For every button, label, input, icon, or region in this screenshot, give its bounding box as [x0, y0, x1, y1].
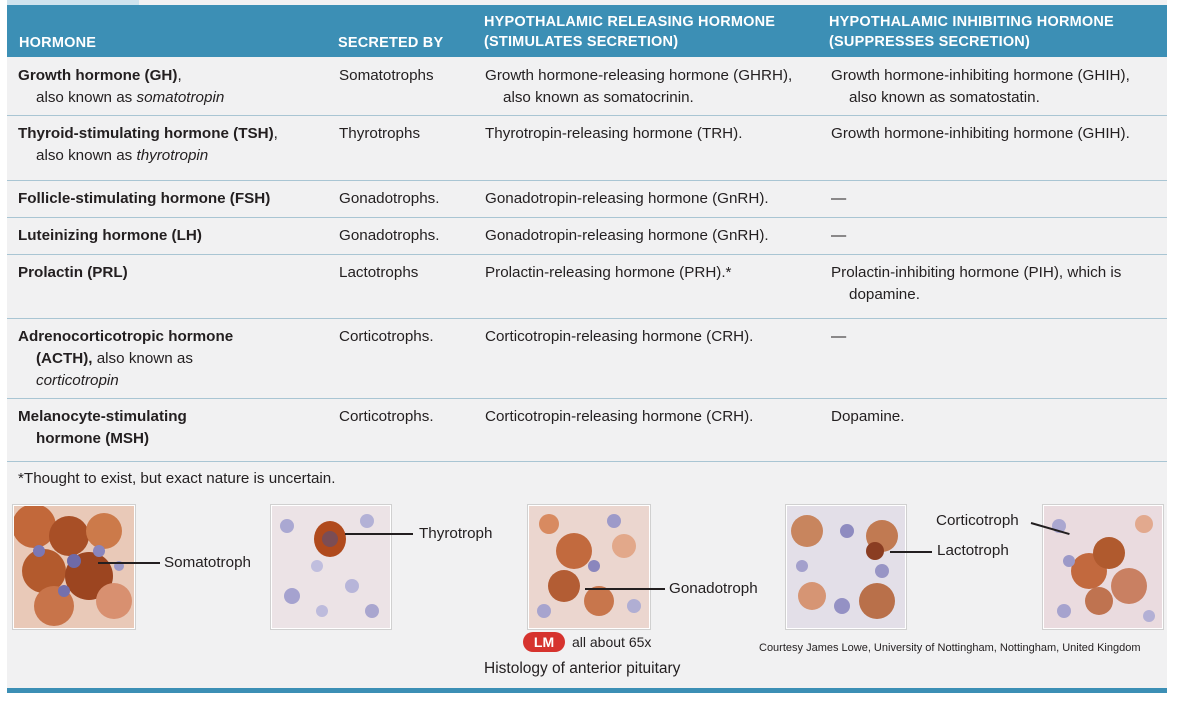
inhibiting-cell: — [831, 328, 847, 345]
table-row: Thyroid-stimulating hormone (TSH), also … [7, 115, 1167, 181]
leader-lactotroph [890, 551, 932, 553]
secreted-by-cell: Lactotrophs [339, 264, 419, 281]
table-row: Melanocyte-stimulating hormone (MSH) Cor… [7, 398, 1167, 462]
inhibiting-cell: — [831, 190, 847, 207]
header-releasing: HYPOTHALAMIC RELEASING HORMONE (STIMULAT… [484, 12, 775, 52]
magnification-note: all about 65x [572, 634, 652, 650]
secreted-by-cell: Thyrotrophs [339, 125, 421, 142]
hormone-aka: also known as [36, 89, 137, 106]
hormone-aka: also known as [92, 350, 193, 367]
inhibiting-line2: dopamine. [849, 286, 920, 303]
tab-accent [7, 0, 139, 5]
releasing-line2: also known as somatocrinin. [503, 89, 694, 106]
hormone-name: Melanocyte-stimulating [18, 408, 187, 425]
hormone-cell: Adrenocorticotropic hormone (ACTH), also… [18, 326, 323, 392]
inhibiting-cell: — [831, 227, 847, 244]
hormone-abbrev: (ACTH), [36, 350, 93, 367]
lm-badge: LM [523, 632, 565, 652]
header-inhibiting-line1: HYPOTHALAMIC INHIBITING HORMONE [829, 14, 1114, 30]
hormone-alt-name: thyrotropin [136, 147, 209, 164]
releasing-line1: Growth hormone-releasing hormone (GHRH), [485, 67, 793, 84]
releasing-cell: Growth hormone-releasing hormone (GHRH),… [485, 65, 825, 109]
figure-caption: Histology of anterior pituitary [484, 660, 681, 677]
table-row: Follicle-stimulating hormone (FSH) Gonad… [7, 180, 1167, 218]
inhibiting-cell: Dopamine. [831, 408, 905, 425]
hormone-cell: Melanocyte-stimulating hormone (MSH) [18, 406, 323, 450]
secreted-by-cell: Gonadotrophs. [339, 227, 440, 244]
table-header: HORMONE SECRETED BY HYPOTHALAMIC RELEASI… [7, 5, 1167, 57]
hormone-name: Thyroid-stimulating hormone (TSH) [18, 125, 274, 142]
hormone-name: Growth hormone (GH) [18, 67, 178, 84]
secreted-by-cell: Somatotrophs [339, 67, 434, 84]
label-somatotroph: Somatotroph [164, 554, 251, 571]
header-secreted-by: SECRETED BY [338, 35, 444, 51]
releasing-cell: Thyrotropin-releasing hormone (TRH). [485, 125, 743, 142]
releasing-cell: Corticotropin-releasing hormone (CRH). [485, 328, 754, 345]
label-thyrotroph: Thyrotroph [419, 525, 493, 542]
micrograph-thyrotroph [271, 505, 391, 629]
header-hormone: HORMONE [19, 35, 97, 51]
micrograph-gonadotroph [528, 505, 650, 629]
header-inhibiting-line2: (SUPPRESSES SECRETION) [829, 34, 1030, 50]
micrograph-somatotroph [13, 505, 135, 629]
secreted-by-cell: Corticotrophs. [339, 328, 434, 345]
hormone-name: Luteinizing hormone (LH) [18, 227, 202, 244]
inhibiting-line1: Growth hormone-inhibiting hormone (GHIH)… [831, 67, 1130, 84]
micrograph-lactotroph [786, 505, 906, 629]
releasing-cell: Corticotropin-releasing hormone (CRH). [485, 408, 754, 425]
photo-credit: Courtesy James Lowe, University of Notti… [759, 642, 1141, 654]
hormone-cell: Thyroid-stimulating hormone (TSH), also … [18, 123, 323, 167]
header-inhibiting: HYPOTHALAMIC INHIBITING HORMONE (SUPPRES… [829, 12, 1114, 52]
inhibiting-cell: Growth hormone-inhibiting hormone (GHIH)… [831, 125, 1130, 142]
micrograph-corticotroph [1043, 505, 1163, 629]
footnote: *Thought to exist, but exact nature is u… [18, 470, 336, 487]
bottom-rule [7, 688, 1167, 693]
header-releasing-line2: (STIMULATES SECRETION) [484, 34, 679, 50]
hormone-cell: Growth hormone (GH), also known as somat… [18, 65, 323, 109]
label-lactotroph: Lactotroph [937, 542, 1009, 559]
leader-somatotroph [98, 562, 160, 564]
inhibiting-line2: also known as somatostatin. [849, 89, 1040, 106]
hormone-name: Prolactin (PRL) [18, 264, 128, 281]
table-row: Luteinizing hormone (LH) Gonadotrophs. G… [7, 217, 1167, 255]
table-row: Prolactin (PRL) Lactotrophs Prolactin-re… [7, 254, 1167, 319]
hormone-name: Follicle-stimulating hormone (FSH) [18, 190, 271, 207]
table-row: Growth hormone (GH), also known as somat… [7, 57, 1167, 116]
hormone-name-line2: hormone (MSH) [36, 430, 150, 447]
header-releasing-line1: HYPOTHALAMIC RELEASING HORMONE [484, 14, 776, 30]
inhibiting-cell: Growth hormone-inhibiting hormone (GHIH)… [831, 65, 1161, 109]
hormone-aka: also known as [36, 147, 137, 164]
hormone-alt-name: somatotropin [136, 89, 225, 106]
label-gonadotroph: Gonadotroph [669, 580, 758, 597]
label-corticotroph: Corticotroph [936, 512, 1019, 529]
secreted-by-cell: Corticotrophs. [339, 408, 434, 425]
hormone-punct: , [273, 125, 278, 142]
secreted-by-cell: Gonadotrophs. [339, 190, 440, 207]
releasing-cell: Prolactin-releasing hormone (PRH).* [485, 264, 732, 281]
leader-gonadotroph [585, 588, 665, 590]
inhibiting-line1: Prolactin-inhibiting hormone (PIH), whic… [831, 264, 1122, 281]
releasing-cell: Gonadotropin-releasing hormone (GnRH). [485, 227, 769, 244]
hormone-punct: , [177, 67, 182, 84]
leader-thyrotroph [345, 533, 413, 535]
table-row: Adrenocorticotropic hormone (ACTH), also… [7, 318, 1167, 399]
hormone-alt-name: corticotropin [36, 372, 119, 389]
inhibiting-cell: Prolactin-inhibiting hormone (PIH), whic… [831, 262, 1161, 306]
releasing-cell: Gonadotropin-releasing hormone (GnRH). [485, 190, 769, 207]
hormone-name: Adrenocorticotropic hormone [18, 328, 234, 345]
